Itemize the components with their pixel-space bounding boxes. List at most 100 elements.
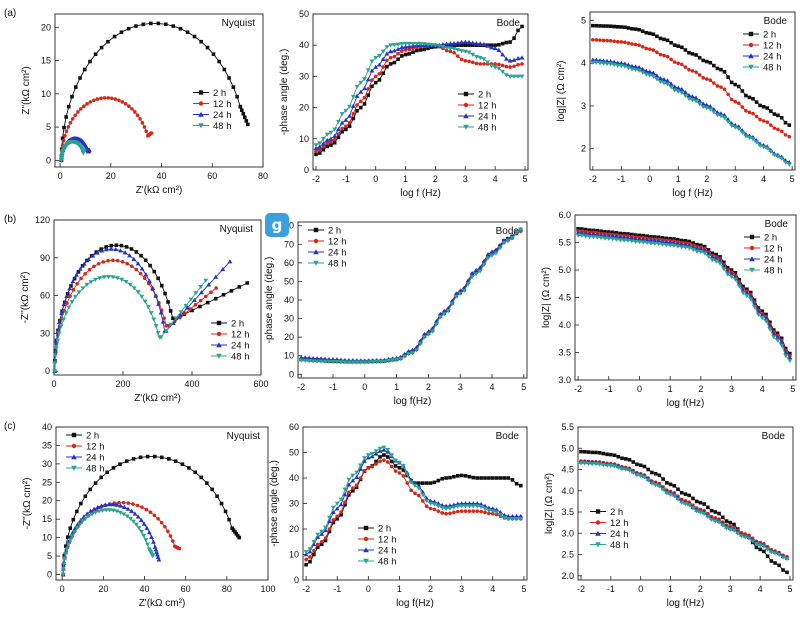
data-point xyxy=(660,239,665,244)
legend-label: 24 h xyxy=(378,546,397,557)
data-point xyxy=(612,453,617,458)
legend-label: 12 h xyxy=(764,244,783,255)
legend-label: 2 h xyxy=(328,226,341,237)
data-point xyxy=(135,503,140,508)
series-2h xyxy=(576,226,792,356)
data-point xyxy=(185,30,190,35)
data-point xyxy=(510,517,515,522)
data-point xyxy=(163,329,169,334)
data-point xyxy=(590,57,596,62)
data-point xyxy=(497,62,501,67)
data-point xyxy=(779,115,784,120)
data-point xyxy=(136,526,142,531)
data-point xyxy=(650,74,656,79)
y-tick-label: 3.0 xyxy=(558,375,571,385)
data-point xyxy=(716,520,722,525)
data-point xyxy=(500,52,506,57)
data-point xyxy=(590,60,596,65)
data-point xyxy=(111,466,116,470)
series-2h xyxy=(314,24,524,157)
data-point xyxy=(609,452,613,457)
data-point xyxy=(519,74,525,79)
data-point xyxy=(117,98,121,103)
data-point xyxy=(601,58,606,63)
data-point xyxy=(725,272,731,277)
data-point xyxy=(66,305,72,310)
data-point xyxy=(675,85,681,90)
data-point xyxy=(75,281,79,286)
data-point xyxy=(706,254,711,259)
data-point xyxy=(199,475,203,480)
data-point xyxy=(433,322,439,327)
data-point xyxy=(354,93,360,98)
data-point xyxy=(123,102,128,106)
data-point xyxy=(163,524,167,529)
data-point xyxy=(428,481,433,485)
data-point xyxy=(690,247,696,253)
data-point xyxy=(473,272,479,277)
data-point xyxy=(482,62,486,66)
y-tick-label: 40 xyxy=(299,40,309,50)
data-point xyxy=(306,359,312,364)
data-point xyxy=(693,95,699,100)
data-point xyxy=(459,43,464,47)
data-point xyxy=(705,514,711,520)
data-point xyxy=(61,562,67,567)
data-point xyxy=(110,508,116,513)
data-point xyxy=(470,43,475,47)
data-point xyxy=(608,38,613,43)
data-point xyxy=(483,476,487,480)
data-point xyxy=(776,552,782,558)
data-point xyxy=(112,34,117,39)
data-point xyxy=(129,508,134,513)
data-point xyxy=(518,227,524,232)
data-point xyxy=(78,76,82,80)
data-point xyxy=(321,137,326,142)
data-point xyxy=(411,50,415,55)
legend-marker xyxy=(216,331,222,337)
data-point xyxy=(237,285,242,289)
data-point xyxy=(397,471,402,475)
data-point xyxy=(467,504,472,509)
data-point xyxy=(147,278,152,283)
data-point xyxy=(63,134,67,138)
data-point xyxy=(619,25,624,29)
data-point xyxy=(385,58,389,63)
data-point xyxy=(686,503,692,508)
x-tick-label: 1 xyxy=(668,584,673,594)
data-point xyxy=(733,99,738,104)
data-point xyxy=(151,317,157,322)
data-point xyxy=(99,475,104,480)
data-point xyxy=(665,54,670,59)
data-point xyxy=(775,334,780,339)
data-point xyxy=(380,49,386,54)
data-point xyxy=(234,532,239,536)
legend: 2 h12 h24 h48 h xyxy=(358,524,397,568)
data-point xyxy=(507,58,513,63)
data-point xyxy=(775,154,781,159)
data-point xyxy=(489,45,494,50)
data-point xyxy=(350,360,356,365)
data-point xyxy=(765,120,770,124)
data-point xyxy=(99,248,105,253)
data-point xyxy=(697,55,702,60)
data-point xyxy=(657,473,662,478)
data-point xyxy=(683,245,688,250)
y-tick-label: 5.0 xyxy=(561,443,574,453)
series-48h xyxy=(58,139,87,163)
x-tick-label: 3 xyxy=(459,584,464,594)
data-point xyxy=(362,95,367,100)
data-point xyxy=(694,53,698,57)
data-point xyxy=(459,509,464,513)
y-axis-label: -phase angle (deg.) xyxy=(279,49,290,136)
data-point xyxy=(645,478,651,483)
y-tick-label: 3.0 xyxy=(561,528,574,538)
legend-marker xyxy=(595,509,601,514)
data-point xyxy=(317,144,323,149)
data-point xyxy=(308,555,312,559)
data-point xyxy=(701,76,705,80)
data-point xyxy=(783,160,788,165)
data-point xyxy=(768,149,774,155)
data-point xyxy=(231,528,236,532)
data-point xyxy=(120,260,125,264)
